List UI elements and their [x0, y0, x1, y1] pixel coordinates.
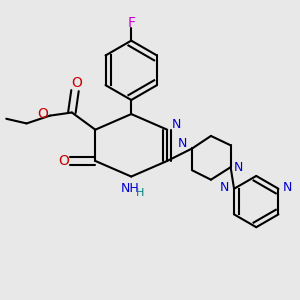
- Text: F: F: [127, 16, 135, 30]
- Text: O: O: [38, 107, 49, 121]
- Text: NH: NH: [120, 182, 139, 195]
- Text: O: O: [58, 154, 69, 168]
- Text: N: N: [178, 137, 188, 150]
- Text: H: H: [136, 188, 144, 198]
- Text: N: N: [234, 161, 243, 174]
- Text: N: N: [172, 118, 181, 130]
- Text: N: N: [220, 181, 230, 194]
- Text: O: O: [71, 76, 82, 90]
- Text: N: N: [283, 181, 292, 194]
